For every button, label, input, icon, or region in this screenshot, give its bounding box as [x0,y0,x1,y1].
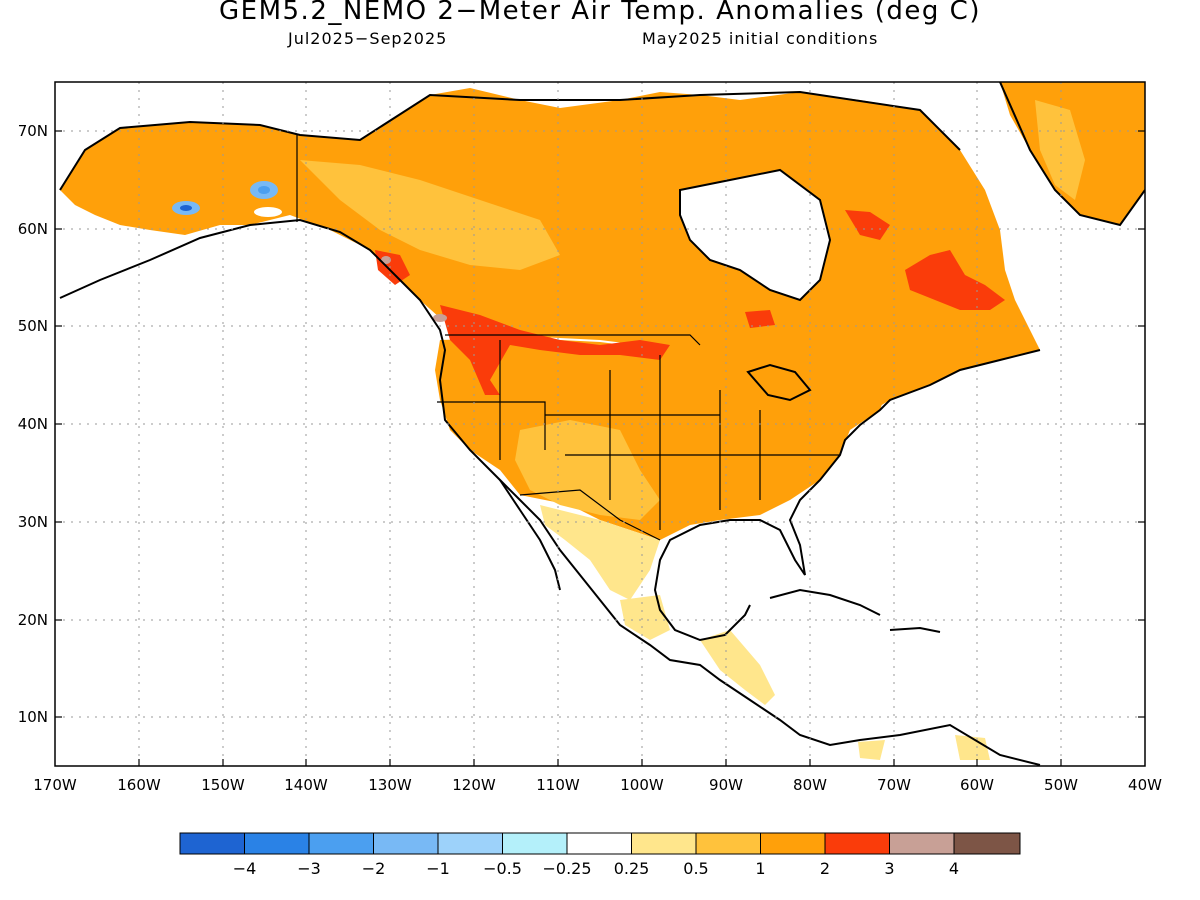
lon-label: 150W [201,776,245,794]
colorbar-label: 4 [949,859,959,878]
colorbar-swatch [760,832,826,855]
colorbar-swatch [566,832,632,855]
colorbar-swatch [953,832,1021,855]
lon-label: 60W [960,776,994,794]
map-content [55,82,1145,766]
anomaly-neutral-alaska [254,207,282,217]
lon-label: 50W [1044,776,1078,794]
colorbar: −4 −3 −2 −1 −0.5 −0.25 0.25 0.5 1 2 3 4 [179,832,1021,878]
lon-label: 140W [284,776,328,794]
anomaly-weak-yucatan [620,595,670,640]
colorbar-label: −2 [362,859,386,878]
lon-label: 170W [33,776,77,794]
political-boundaries [296,135,840,541]
colorbar-label: −0.5 [483,859,522,878]
colorbar-label: −1 [426,859,450,878]
lon-label: 130W [368,776,412,794]
lon-label: 80W [793,776,827,794]
lon-label: 90W [709,776,743,794]
colorbar-label: 0.5 [683,859,708,878]
colorbar-swatch [244,832,310,855]
anomaly-brown-vancouver [433,314,447,322]
initial-conditions: May2025 initial conditions [642,29,879,48]
anomaly-strong-hudson [845,210,890,240]
anomaly-weak-west-canada [300,160,560,270]
lat-label: 50N [18,317,48,335]
lat-label: 10N [18,708,48,726]
lat-label: 40N [18,415,48,433]
colorbar-label: 1 [755,859,765,878]
lat-label: 70N [18,122,48,140]
anomaly-weak-southwest [515,420,660,520]
anomaly-greenland-weak [1035,100,1085,200]
anomaly-weak-south-america [858,740,885,760]
anomaly-weak-venezuela [955,735,990,760]
colorbar-label: −4 [233,859,257,878]
lon-label: 120W [452,776,496,794]
anomaly-brown-bc [381,256,391,264]
map-title: GEM5.2_NEMO 2−Meter Air Temp. Anomalies … [219,0,981,26]
anomaly-strong-ontario [745,310,775,328]
longitude-labels: 170W 160W 150W 140W 130W 120W 110W 100W … [33,776,1162,794]
latitude-labels: 70N 60N 50N 40N 30N 20N 10N [18,122,48,726]
colorbar-label: 2 [820,859,830,878]
colorbar-swatch [889,832,955,855]
lat-label: 30N [18,513,48,531]
colorbar-swatch [695,832,761,855]
colorbar-swatch [308,832,374,855]
lon-label: 40W [1128,776,1162,794]
lon-label: 70W [877,776,911,794]
colorbar-swatch [824,832,890,855]
lon-label: 100W [620,776,664,794]
graticule [55,82,1145,766]
lon-label: 160W [117,776,161,794]
anomaly-cool-alaska-1-core [180,205,192,211]
colorbar-swatch [373,832,439,855]
colorbar-label: −3 [297,859,321,878]
colorbar-swatch [502,832,568,855]
colorbar-swatch [437,832,503,855]
colorbar-swatch [631,832,697,855]
hudson-bay [680,170,830,300]
colorbar-label: 0.25 [614,859,650,878]
lon-label: 110W [536,776,580,794]
anomaly-strong-northwest [440,305,670,395]
lat-label: 20N [18,611,48,629]
anomaly-weak-mexico [540,505,660,600]
anomaly-strong-quebec [905,250,1005,310]
anomaly-weak-central-america [700,630,775,705]
forecast-period: Jul2025−Sep2025 [288,29,448,48]
colorbar-label: 3 [884,859,894,878]
anomaly-cool-alaska-2-core [258,186,270,194]
colorbar-label: −0.25 [542,859,591,878]
tick-marks [55,130,1145,766]
colorbar-swatch [179,832,245,855]
lat-label: 60N [18,220,48,238]
